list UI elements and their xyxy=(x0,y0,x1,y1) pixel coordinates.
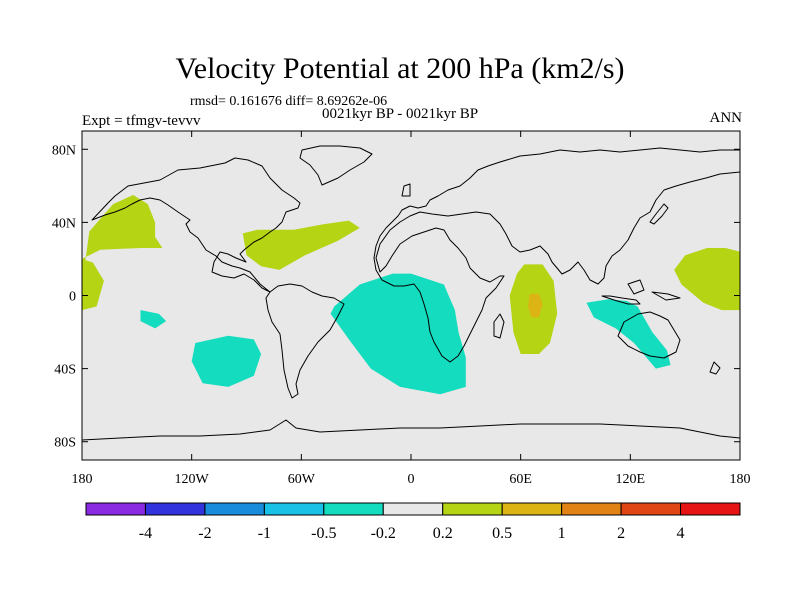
region-north-pacific-positive xyxy=(82,195,163,287)
y-axis: 80N 40N 0 40S 80S xyxy=(52,143,740,451)
y-tick-label: 0 xyxy=(69,290,76,305)
x-tick-label: 180 xyxy=(72,472,93,487)
colorbar-swatch xyxy=(382,502,444,516)
x-tick-label: 120W xyxy=(175,472,210,487)
season-label: ANN xyxy=(709,110,743,126)
colorbar-swatch xyxy=(501,502,563,516)
coastline-new-zealand xyxy=(709,361,721,375)
coastlines xyxy=(82,145,740,441)
coastline-australia xyxy=(617,311,681,359)
region-atlantic-caribbean-positive xyxy=(242,220,360,270)
colorbar-label: 0.5 xyxy=(492,525,512,542)
colorbar-label: -0.2 xyxy=(371,525,396,542)
x-tick-label: 120E xyxy=(616,472,646,487)
coastline-japan xyxy=(649,203,669,225)
region-west-pacific-positive xyxy=(674,248,740,311)
colorbar-swatch xyxy=(620,502,682,516)
colorbar-swatch xyxy=(144,502,206,516)
colorbar-swatch xyxy=(204,502,265,516)
region-east-pacific-edge-positive xyxy=(82,258,104,311)
colorbar-label: -2 xyxy=(198,525,211,542)
region-tropical-pacific-negative-small xyxy=(140,310,167,329)
colorbar-swatch xyxy=(323,502,384,516)
colorbar-label: -1 xyxy=(258,525,271,542)
y-tick-label: 40S xyxy=(54,363,76,378)
coastline-indonesia xyxy=(601,279,681,305)
coastline-africa-eurasia xyxy=(373,147,740,363)
colorbar-swatch xyxy=(680,502,741,516)
map-title: Velocity Potential at 200 hPa (km2/s) xyxy=(175,52,625,85)
stats-line: rmsd= 0.161676 diff= 8.69262e-06 xyxy=(190,94,388,109)
colorbar: -4 -2 -1 -0.5 -0.2 0.2 0.5 1 2 4 xyxy=(85,502,741,542)
y-tick-label: 40N xyxy=(52,216,76,231)
colorbar-label: 4 xyxy=(677,525,685,542)
y-tick-label: 80N xyxy=(52,143,76,158)
coastline-madagascar xyxy=(493,313,505,339)
x-tick-label: 0 xyxy=(408,472,415,487)
experiment-label: Expt = tfmgv-tevvv xyxy=(82,113,201,129)
colorbar-label: 1 xyxy=(558,525,566,542)
colorbar-label: 2 xyxy=(617,525,625,542)
colorbar-label: 0.2 xyxy=(433,525,453,542)
coastline-uk xyxy=(401,183,411,197)
y-tick-label: 80S xyxy=(54,436,76,451)
period-label: 0021kyr BP - 0021kyr BP xyxy=(322,106,479,122)
coastline-greenland xyxy=(299,145,373,186)
x-tick-label: 180 xyxy=(730,472,751,487)
coastline-south-america xyxy=(265,283,345,399)
colorbar-label: -0.5 xyxy=(311,525,336,542)
region-south-pacific-negative xyxy=(191,335,262,387)
colorbar-label: -4 xyxy=(139,525,152,542)
region-indian-ocean-core xyxy=(528,293,543,318)
region-maritime-australia-negative xyxy=(586,299,671,369)
x-tick-label: 60W xyxy=(288,472,316,487)
colorbar-swatch xyxy=(561,502,622,516)
coastline-antarctica xyxy=(82,419,740,441)
coastline-north-america xyxy=(91,157,301,293)
contour-regions xyxy=(82,195,740,395)
region-south-atlantic-negative xyxy=(330,273,466,395)
x-axis: 180 120W 60W 0 60E 120E 180 xyxy=(72,131,751,487)
colorbar-swatch xyxy=(85,502,146,516)
x-tick-label: 60E xyxy=(509,472,532,487)
colorbar-swatch xyxy=(263,502,325,516)
colorbar-swatch xyxy=(442,502,503,516)
